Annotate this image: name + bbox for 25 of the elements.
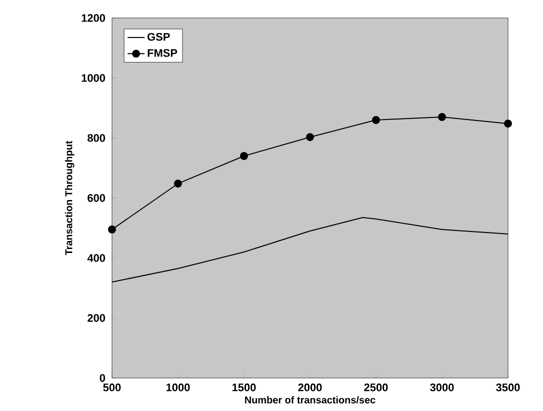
y-axis-title: Transaction Throughput [64,140,74,256]
point [438,113,446,121]
x-tick-label: 2000 [298,384,322,392]
y-tick-label: 0 [100,374,106,382]
x-tick-label: 1000 [166,384,190,392]
x-tick-label: 1500 [232,384,256,392]
y-tick-label: 800 [88,134,106,142]
legend-label: FMSP [148,49,178,57]
legend-label: GSP [148,32,170,41]
y-tick-label: 200 [88,314,106,322]
x-tick-label: 500 [103,384,121,392]
x-axis-title: Number of transactions/sec [245,396,376,404]
x-tick-label: 3500 [496,384,520,392]
point [372,116,380,124]
x-tick-label: 2500 [364,384,388,392]
point [504,120,512,128]
x-tick-label: 3000 [430,384,454,392]
y-tick-label: 1200 [82,14,106,22]
point [174,180,182,188]
point [108,226,116,234]
point [306,133,314,142]
y-tick-label: 1000 [82,74,106,82]
point [240,152,248,160]
y-tick-label: 400 [87,254,106,262]
y-tick-label: 600 [88,194,106,202]
